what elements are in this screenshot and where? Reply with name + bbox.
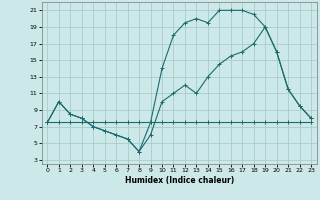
- X-axis label: Humidex (Indice chaleur): Humidex (Indice chaleur): [124, 176, 234, 185]
